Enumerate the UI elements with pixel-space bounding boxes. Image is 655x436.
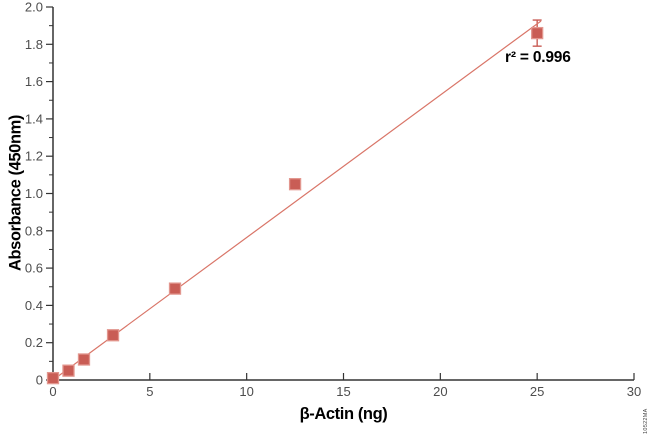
y-axis-title: Absorbance (450nm)	[6, 114, 25, 272]
y-tick-label: 1.2	[25, 149, 43, 164]
y-tick-label: 0.6	[25, 261, 43, 276]
y-tick-label: 1.0	[25, 186, 43, 201]
x-tick-label: 5	[146, 384, 153, 399]
y-tick-label: 1.8	[25, 37, 43, 52]
y-tick-label: 0.4	[25, 298, 43, 313]
data-point-marker	[62, 364, 75, 377]
y-tick-label: 1.4	[25, 111, 43, 126]
data-point-marker	[46, 371, 60, 385]
x-tick-label: 15	[336, 384, 350, 399]
x-tick-label: 10	[239, 384, 253, 399]
y-tick-label: 0.8	[25, 223, 43, 238]
y-tick-label: 2.0	[25, 0, 43, 15]
data-point-marker	[106, 329, 120, 342]
y-tick-label: 1.6	[25, 74, 43, 89]
data-point-marker	[531, 26, 544, 40]
r-squared-annotation: r² = 0.996	[505, 49, 571, 66]
x-tick-label: 30	[627, 384, 641, 399]
data-point-marker	[168, 282, 182, 295]
x-axis-title: β-Actin (ng)	[299, 405, 388, 423]
data-point-marker	[77, 353, 91, 366]
x-tick-label: 0	[49, 384, 56, 399]
y-tick-label: 0.2	[25, 335, 43, 350]
figure-id-watermark: 10522MA	[643, 408, 649, 434]
y-tick-label: 0	[36, 373, 43, 388]
data-point-marker	[288, 178, 302, 191]
x-tick-label: 20	[433, 384, 447, 399]
trend-line	[52, 20, 542, 381]
x-tick-label: 25	[530, 384, 544, 399]
